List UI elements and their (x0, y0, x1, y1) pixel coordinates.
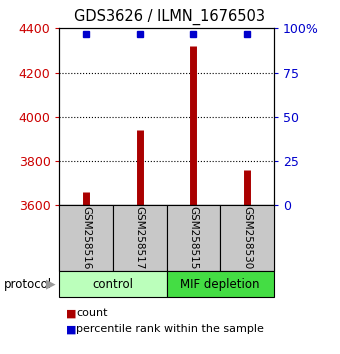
Text: ▶: ▶ (46, 278, 55, 291)
Text: GSM258516: GSM258516 (81, 206, 91, 270)
Text: GSM258517: GSM258517 (135, 206, 145, 270)
Text: ■: ■ (66, 324, 77, 334)
Text: control: control (92, 278, 134, 291)
Text: percentile rank within the sample: percentile rank within the sample (76, 324, 265, 334)
Bar (113, 205, 167, 271)
Text: ■: ■ (66, 308, 77, 318)
Text: GSM258515: GSM258515 (188, 206, 198, 270)
Bar (167, 271, 274, 297)
Bar (59, 271, 167, 297)
Bar (59, 205, 113, 271)
Text: GDS3626 / ILMN_1676503: GDS3626 / ILMN_1676503 (74, 9, 266, 25)
Text: GSM258530: GSM258530 (242, 206, 252, 270)
Text: protocol: protocol (3, 278, 52, 291)
Bar (220, 205, 274, 271)
Bar (167, 205, 220, 271)
Text: MIF depletion: MIF depletion (181, 278, 260, 291)
Text: count: count (76, 308, 108, 318)
